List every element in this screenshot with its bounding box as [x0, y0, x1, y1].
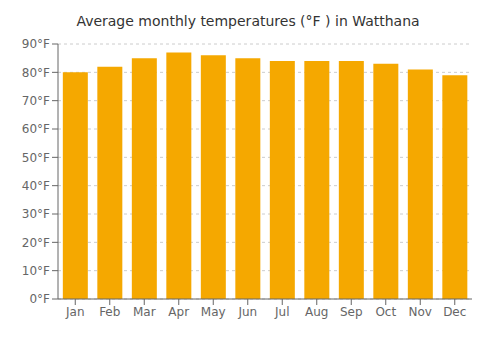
- svg-text:Oct: Oct: [375, 305, 396, 319]
- svg-text:10°F: 10°F: [22, 264, 50, 278]
- svg-text:Mar: Mar: [133, 305, 156, 319]
- svg-text:Nov: Nov: [409, 305, 432, 319]
- svg-text:Sep: Sep: [340, 305, 363, 319]
- svg-text:Apr: Apr: [168, 305, 189, 319]
- svg-text:Aug: Aug: [305, 305, 328, 319]
- svg-text:90°F: 90°F: [22, 37, 50, 51]
- svg-text:30°F: 30°F: [22, 207, 50, 221]
- svg-text:50°F: 50°F: [22, 151, 50, 165]
- svg-text:Feb: Feb: [99, 305, 120, 319]
- svg-text:20°F: 20°F: [22, 236, 50, 250]
- svg-text:70°F: 70°F: [22, 94, 50, 108]
- svg-text:60°F: 60°F: [22, 122, 50, 136]
- svg-text:Jul: Jul: [274, 305, 289, 319]
- svg-text:May: May: [201, 305, 226, 319]
- svg-text:80°F: 80°F: [22, 66, 50, 80]
- svg-text:0°F: 0°F: [29, 292, 50, 306]
- svg-text:Dec: Dec: [443, 305, 466, 319]
- svg-text:40°F: 40°F: [22, 179, 50, 193]
- svg-text:Jun: Jun: [237, 305, 257, 319]
- svg-text:Jan: Jan: [65, 305, 85, 319]
- html-text:Average monthly temperatures (: Average monthly temperatures (°F ) in Wa…: [76, 13, 420, 29]
